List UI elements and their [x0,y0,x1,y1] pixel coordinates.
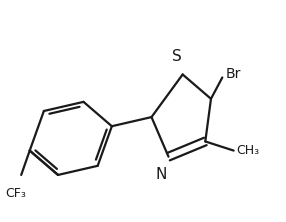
Text: CF₃: CF₃ [5,187,26,200]
Text: CH₃: CH₃ [237,144,260,157]
Text: S: S [172,49,182,64]
Text: N: N [156,167,167,182]
Text: Br: Br [225,67,241,81]
